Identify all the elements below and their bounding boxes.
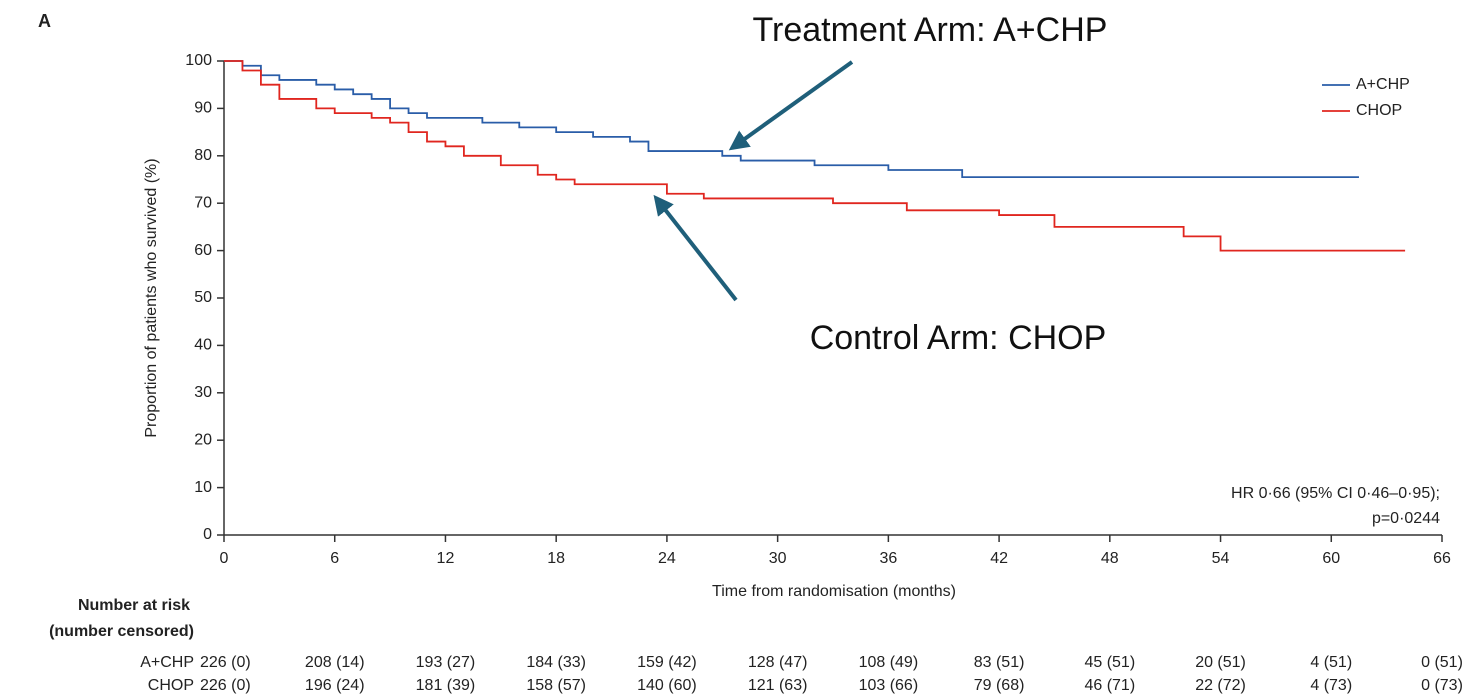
x-axis-label: Time from randomisation (months) [712,583,956,600]
y-tick-label: 0 [203,526,212,543]
y-tick-label: 60 [194,242,212,259]
x-tick-label: 24 [658,550,676,567]
risk-cell: 121 (63) [748,677,808,694]
risk-cell: 4 (51) [1310,654,1352,671]
arrow [728,60,854,151]
x-tick-label: 42 [990,550,1008,567]
y-tick-label: 70 [194,194,212,211]
panel-label: A [38,11,51,31]
y-tick-label: 20 [194,431,212,448]
x-tick-label: 54 [1212,550,1230,567]
risk-cell: 181 (39) [416,677,476,694]
x-tick-label: 60 [1322,550,1340,567]
y-tick-label: 30 [194,384,212,401]
x-tick-label: 6 [330,550,339,567]
y-tick-label: 100 [185,52,212,69]
annotation: Control Arm: CHOP [810,319,1107,357]
risk-cell: 103 (66) [859,677,919,694]
risk-cell: 193 (27) [416,654,476,671]
risk-cell: 79 (68) [974,677,1025,694]
risk-row-label: CHOP [148,677,194,694]
y-tick-label: 50 [194,289,212,306]
risk-cell: 46 (71) [1084,677,1135,694]
survival-curve [224,60,1359,179]
legend-label: A+CHP [1356,76,1410,93]
risk-cell: 108 (49) [859,654,919,671]
risk-cell: 196 (24) [305,677,365,694]
risk-cell: 226 (0) [200,677,251,694]
risk-cell: 0 (51) [1421,654,1463,671]
risk-cell: 4 (73) [1310,677,1352,694]
x-tick-label: 48 [1101,550,1119,567]
x-tick-label: 12 [437,550,455,567]
risk-cell: 20 (51) [1195,654,1246,671]
y-tick-label: 80 [194,147,212,164]
legend-label: CHOP [1356,102,1402,119]
risk-table-subtitle: (number censored) [49,623,194,640]
y-tick-label: 90 [194,100,212,117]
y-tick-label: 40 [194,337,212,354]
risk-cell: 22 (72) [1195,677,1246,694]
risk-cell: 184 (33) [526,654,586,671]
risk-cell: 83 (51) [974,654,1025,671]
arrow [653,194,738,302]
risk-cell: 226 (0) [200,654,251,671]
survival-curve [224,60,1406,252]
risk-cell: 159 (42) [637,654,697,671]
y-tick-label: 10 [194,479,212,496]
annotation: p=0·0244 [1372,510,1440,527]
x-tick-label: 0 [220,550,229,567]
risk-cell: 158 (57) [526,677,586,694]
x-tick-label: 30 [769,550,787,567]
risk-cell: 0 (73) [1421,677,1463,694]
annotation: HR 0·66 (95% CI 0·46–0·95); [1231,485,1440,502]
risk-table-title: Number at risk [78,597,190,614]
risk-cell: 45 (51) [1084,654,1135,671]
risk-cell: 140 (60) [637,677,697,694]
x-tick-label: 66 [1433,550,1451,567]
risk-row-label: A+CHP [140,654,194,671]
risk-cell: 208 (14) [305,654,365,671]
x-tick-label: 18 [547,550,565,567]
x-tick-label: 36 [879,550,897,567]
annotation: Treatment Arm: A+CHP [753,11,1108,49]
risk-cell: 128 (47) [748,654,808,671]
y-axis-label: Proportion of patients who survived (%) [143,158,160,437]
